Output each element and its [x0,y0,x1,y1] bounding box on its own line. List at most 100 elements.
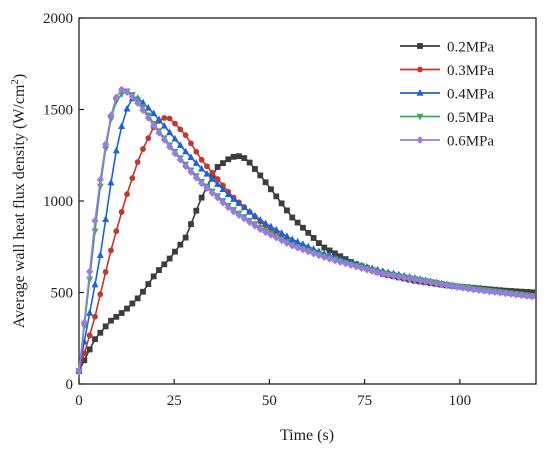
data-point [107,178,115,186]
data-point [316,240,322,246]
data-point [150,273,157,280]
data-point [86,267,94,276]
data-point [496,288,504,297]
data-point [437,280,446,289]
legend-item: 0.4MPa [400,87,494,103]
data-point [268,186,274,193]
data-point [304,247,312,256]
data-point [284,207,290,214]
data-point [192,159,200,166]
data-point [288,235,296,243]
data-point [171,134,179,142]
data-point [108,317,114,324]
data-point [368,267,376,275]
data-point [256,215,264,223]
legend-item: 0.3MPa [400,63,494,79]
data-point [310,235,317,241]
x-axis-label: Time (s) [280,427,334,444]
data-point [267,222,275,230]
data-point [225,156,232,163]
data-point [160,136,168,144]
data-point [453,283,462,291]
data-point [139,106,147,115]
data-point [214,193,222,202]
series-0.6MPa [75,85,536,376]
data-point [235,211,243,220]
data-point [480,287,488,295]
data-point [108,247,114,254]
data-point [262,179,269,186]
data-point [315,251,323,260]
data-point [134,295,141,302]
data-point [240,203,248,211]
data-point [491,288,499,296]
data-point [224,203,232,212]
data-point [331,256,339,265]
data-point [528,292,536,301]
data-point [262,219,270,227]
x-tick-label: 50 [262,393,277,409]
data-point [341,259,350,268]
data-point [144,104,152,111]
data-point [501,289,510,298]
data-point [107,111,115,120]
data-point [299,245,307,254]
data-point [134,99,142,107]
data-point [293,243,302,252]
data-point [220,160,226,167]
data-point [113,228,120,235]
data-point [124,305,130,312]
data-point [150,109,158,117]
data-point [485,287,494,296]
data-point [86,332,93,339]
y-tick-label: 1500 [43,103,73,119]
data-point [272,225,280,233]
data-point [517,291,526,300]
legend-swatch-marker [416,136,424,144]
data-point [92,336,98,343]
data-point [134,159,141,166]
data-point [235,199,243,206]
x-tick-label: 75 [357,393,372,409]
data-point [309,249,318,258]
series-0.2MPa [76,153,536,375]
data-point [305,229,312,236]
data-point [421,277,430,286]
data-point [219,185,227,192]
legend-item: 0.6MPa [400,134,494,150]
data-point [182,234,189,241]
data-point [86,309,94,316]
data-point [187,153,195,161]
y-tick-label: 500 [51,286,74,302]
data-point [124,191,130,198]
data-point [145,135,152,142]
data-point [198,179,206,188]
data-point [198,194,205,201]
data-point [257,172,264,179]
data-point [187,168,195,176]
data-point [289,214,296,221]
y-axis-label-main: Average wall heat flux density (W/cm [11,84,28,328]
data-point [128,92,136,101]
data-point [96,251,104,258]
legend: 0.2MPa 0.3MPa 0.4MPa 0.5MPa 0.6MPa [400,40,494,150]
data-point [155,128,163,137]
data-point [214,180,222,187]
data-point [208,175,216,182]
data-point [150,121,158,130]
data-point [241,155,248,161]
data-point [192,173,200,182]
y-tick-label: 2000 [43,11,73,27]
data-point [97,329,104,336]
data-point [156,267,162,273]
data-point [198,164,206,172]
data-point [246,218,254,227]
data-point [288,241,296,250]
data-point [379,270,387,278]
legend-swatch-marker [417,43,423,49]
data-point [209,169,216,176]
data-point [80,318,88,327]
data-point [294,219,301,226]
data-point [278,200,285,207]
